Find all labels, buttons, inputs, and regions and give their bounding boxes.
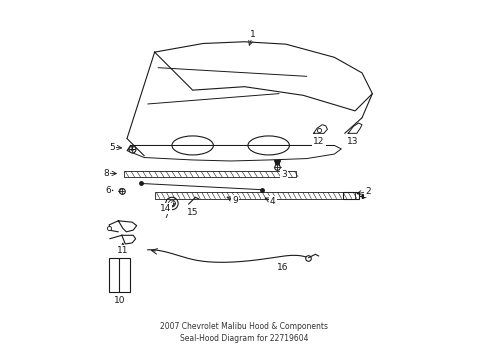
Text: 1: 1 (250, 30, 256, 39)
Text: 14: 14 (160, 204, 171, 213)
FancyBboxPatch shape (123, 171, 296, 177)
Text: 8: 8 (103, 168, 109, 177)
Text: 7: 7 (163, 211, 168, 220)
Text: 16: 16 (276, 262, 288, 271)
Text: 6: 6 (105, 186, 111, 195)
Text: 13: 13 (346, 138, 358, 147)
Text: 9: 9 (231, 196, 237, 205)
Text: 3: 3 (281, 170, 286, 179)
Text: 5: 5 (109, 143, 115, 152)
Text: 4: 4 (269, 197, 275, 206)
Text: 15: 15 (186, 208, 198, 217)
Text: 11: 11 (117, 246, 128, 255)
FancyBboxPatch shape (154, 193, 354, 199)
Text: Seal-Hood Diagram for 22719604: Seal-Hood Diagram for 22719604 (180, 334, 308, 343)
Text: 12: 12 (312, 138, 324, 147)
Text: 10: 10 (113, 296, 125, 305)
Text: 2: 2 (365, 187, 370, 196)
Text: 2007 Chevrolet Malibu Hood & Components: 2007 Chevrolet Malibu Hood & Components (160, 323, 328, 331)
